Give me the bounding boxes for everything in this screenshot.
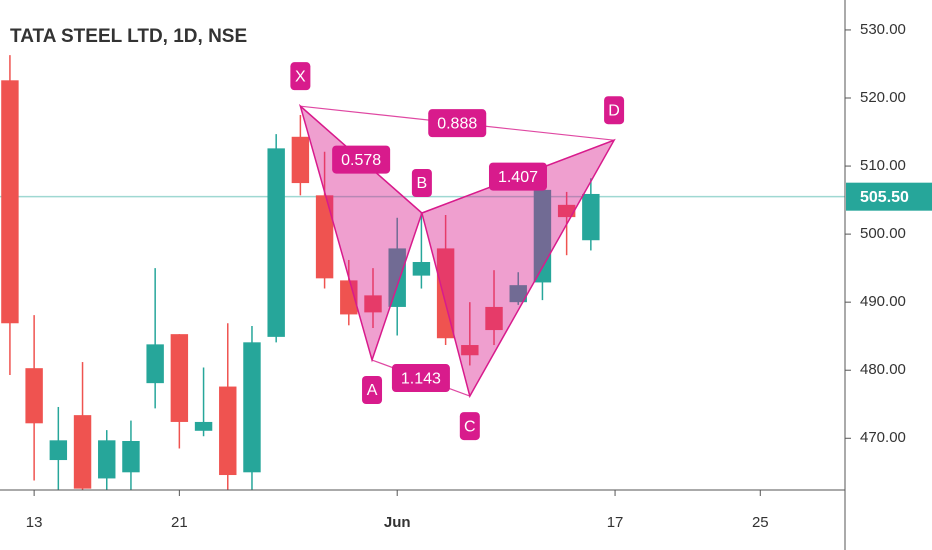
- point-label: D: [608, 102, 620, 119]
- candle-body: [291, 136, 310, 184]
- candle-body: [122, 441, 140, 473]
- ratio-box: [332, 145, 391, 174]
- point-box: [362, 376, 383, 405]
- candle-body: [340, 280, 358, 315]
- y-tick-label: 470.00: [860, 429, 906, 446]
- ratio-label: 1.143: [401, 370, 441, 387]
- y-tick-label: 520.00: [860, 89, 906, 106]
- point-label: B: [417, 175, 428, 192]
- x-tick-label: 21: [171, 514, 188, 531]
- point-box: [290, 62, 311, 91]
- y-tick-label: 490.00: [860, 293, 906, 310]
- point-label: C: [464, 418, 476, 435]
- candle-body: [485, 306, 503, 331]
- candle-body: [267, 148, 285, 337]
- ratio-label: 0.888: [437, 115, 477, 132]
- point-label: A: [367, 382, 378, 399]
- ratio-label: 0.578: [341, 152, 381, 169]
- ratio-box: [428, 109, 487, 138]
- y-tick-label: 510.00: [860, 157, 906, 174]
- y-tick-label: 480.00: [860, 361, 906, 378]
- last-price-box: [846, 182, 932, 211]
- point-box: [459, 412, 480, 441]
- candle-body: [146, 344, 164, 384]
- candle-body: [243, 342, 261, 473]
- point-box: [411, 169, 432, 198]
- point-box: [604, 96, 625, 125]
- ratio-box: [488, 162, 547, 191]
- last-price-label: 505.50: [860, 189, 909, 206]
- point-label: X: [295, 68, 306, 85]
- ratio-label: 1.407: [498, 169, 538, 186]
- candle-body: [388, 248, 406, 307]
- candle-body: [219, 386, 237, 476]
- candle-body: [73, 415, 92, 489]
- x-tick-label: 25: [752, 514, 769, 531]
- candle-body: [194, 421, 213, 431]
- candle-body: [315, 195, 334, 279]
- x-tick-label: 13: [26, 514, 43, 531]
- candle-body: [582, 193, 600, 241]
- candle-body: [557, 204, 576, 218]
- candle-body: [1, 80, 19, 324]
- candle-body: [49, 440, 68, 461]
- chart-title: TATA STEEL LTD, 1D, NSE: [10, 26, 247, 47]
- candle-body: [25, 368, 43, 424]
- candle-body: [364, 295, 382, 313]
- candle-body: [461, 345, 479, 356]
- x-tick-label: 17: [607, 514, 624, 531]
- x-tick-label: Jun: [384, 514, 411, 531]
- candle-body: [509, 285, 527, 303]
- y-tick-label: 530.00: [860, 21, 906, 38]
- y-tick-label: 500.00: [860, 225, 906, 242]
- candle-body: [436, 248, 455, 339]
- plot-area: [0, 55, 845, 490]
- candle-body: [98, 440, 116, 479]
- candle-body: [170, 334, 189, 422]
- ratio-box: [391, 364, 450, 393]
- candle-body: [412, 262, 431, 276]
